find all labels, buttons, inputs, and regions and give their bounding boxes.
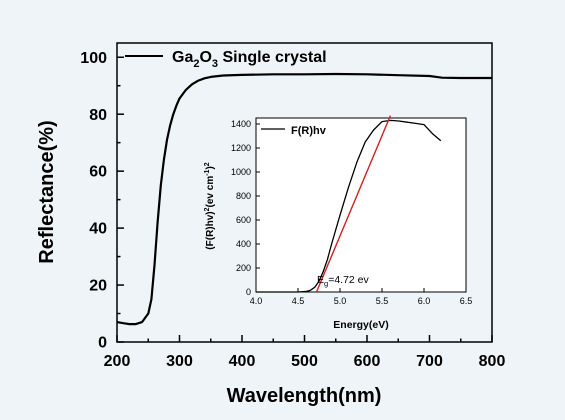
inset-series-line-0 <box>256 119 442 293</box>
inset-x-tick-label: 6.5 <box>460 296 473 306</box>
inset-y-tick-label: 0 <box>246 287 251 297</box>
main-chart: 200 300 400 500 600 700 800 0 20 40 60 80 100 Ga2O3 … <box>36 42 505 407</box>
inset-x-tick-label: 4.5 <box>292 296 305 306</box>
inset-y-tick-label: 400 <box>236 239 251 249</box>
main-y-tick-label: 40 <box>89 221 107 238</box>
inset-y-tick-label: 800 <box>236 191 251 201</box>
inset-legend-label: F(R)hv <box>291 125 327 137</box>
inset-y-tick-label: 1200 <box>231 143 251 153</box>
main-x-tick-label: 300 <box>166 353 193 370</box>
inset-plot-area <box>255 117 467 293</box>
main-axis-ticks: 200 300 400 500 600 700 800 0 20 40 60 80 100 <box>80 50 505 370</box>
inset-y-tick-label: 600 <box>236 215 251 225</box>
inset-x-tick-label: 5.5 <box>376 296 389 306</box>
main-legend: Ga2O3 Single crystal <box>125 49 327 70</box>
inset-x-tick-label: 4.0 <box>250 296 263 306</box>
bandgap-annotation: Eg=4.72 ev <box>317 274 370 288</box>
main-y-tick-label: 60 <box>89 164 107 181</box>
inset-x-tick-label: 6.0 <box>418 296 431 306</box>
inset-legend: F(R)hv <box>261 125 327 137</box>
main-y-tick-label: 80 <box>89 107 107 124</box>
inset-y-tick-label: 200 <box>236 263 251 273</box>
main-x-tick-label: 400 <box>229 353 256 370</box>
inset-x-axis-label: Energy(eV) <box>333 319 388 331</box>
inset-axis-ticks: 4.0 4.5 5.0 5.5 6.0 6.5 0 200 400 600 800 1000 1200 1… <box>231 119 472 306</box>
inset-y-tick-label: 1400 <box>231 119 251 129</box>
inset-series <box>256 115 442 293</box>
inset-chart: 4.0 4.5 5.0 5.5 6.0 6.5 0 200 400 600 800 1000 1200 1… <box>204 115 472 331</box>
main-series-line-0 <box>116 72 492 326</box>
main-x-axis-label: Wavelength(nm) <box>227 385 382 407</box>
main-y-axis-label: Reflectance(%) <box>36 120 58 263</box>
inset-y-tick-label: 1000 <box>231 167 251 177</box>
main-y-tick-label: 100 <box>80 50 107 67</box>
main-x-tick-label: 700 <box>416 353 443 370</box>
main-x-tick-label: 800 <box>479 353 506 370</box>
inset-x-tick-label: 5.0 <box>334 296 347 306</box>
inset-y-axis-label: (F(R)hv)2(ev cm-1)2 <box>204 162 216 250</box>
main-x-tick-label: 200 <box>104 353 131 370</box>
main-legend-label: Ga2O3 Single crystal <box>172 49 327 70</box>
main-x-tick-label: 500 <box>291 353 318 370</box>
main-x-tick-label: 600 <box>354 353 381 370</box>
main-y-tick-label: 20 <box>89 278 107 295</box>
inset-series-line-1 <box>315 115 392 293</box>
main-series <box>116 72 492 326</box>
main-y-tick-label: 0 <box>98 335 107 352</box>
